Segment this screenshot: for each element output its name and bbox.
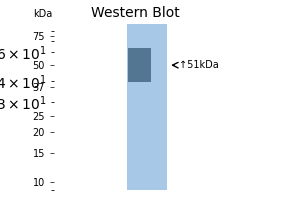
- Bar: [127, 24, 167, 190]
- Bar: [128, 48, 151, 82]
- Title: Western Blot: Western Blot: [91, 6, 179, 20]
- Text: ↑51kDa: ↑51kDa: [179, 60, 218, 70]
- Text: kDa: kDa: [33, 9, 52, 19]
